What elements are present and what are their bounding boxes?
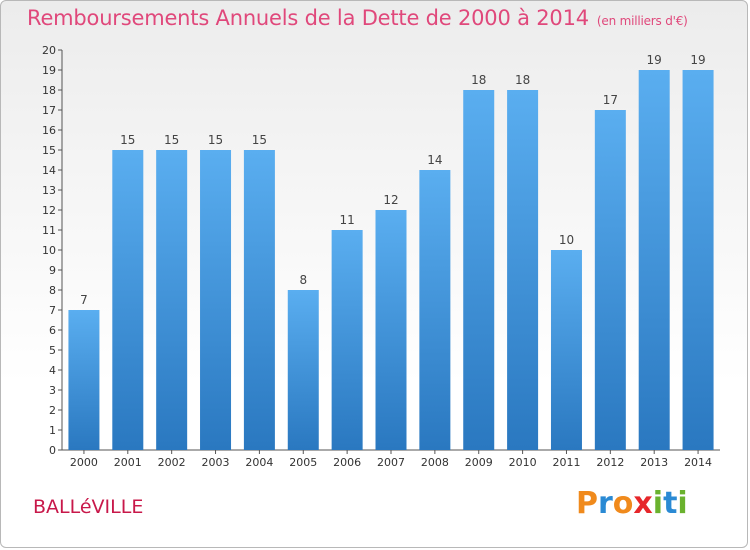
bar-2005 (287, 290, 319, 450)
value-label-2003: 15 (208, 133, 223, 147)
bar-2004 (243, 150, 275, 450)
y-tick-label: 12 (42, 204, 56, 217)
bar-2002 (156, 150, 188, 450)
x-tick-label-2013: 2013 (640, 456, 668, 469)
y-tick-label: 10 (42, 244, 56, 257)
chart-title: Remboursements Annuels de la Dette de 20… (27, 6, 688, 30)
value-label-2001: 15 (120, 133, 135, 147)
chart-bars (68, 70, 714, 450)
bar-2003 (200, 150, 232, 450)
logo-letter: o (612, 486, 634, 521)
value-label-2006: 11 (339, 213, 354, 227)
value-label-2008: 14 (427, 153, 442, 167)
proxiti-logo[interactable]: Proxiti (576, 486, 688, 521)
y-tick-label: 1 (49, 424, 56, 437)
y-tick-label: 20 (42, 44, 56, 57)
value-label-2000: 7 (80, 293, 88, 307)
bar-2008 (419, 170, 451, 450)
x-tick-label-2003: 2003 (202, 456, 230, 469)
x-tick-label-2001: 2001 (114, 456, 142, 469)
value-label-2012: 17 (603, 93, 618, 107)
y-tick-label: 9 (49, 264, 56, 277)
x-tick-label-2000: 2000 (70, 456, 98, 469)
value-label-2007: 12 (383, 193, 398, 207)
y-tick-label: 3 (49, 384, 56, 397)
y-tick-label: 19 (42, 64, 56, 77)
logo-letter: i (677, 486, 688, 521)
y-tick-label: 8 (49, 284, 56, 297)
y-tick-label: 4 (49, 364, 56, 377)
x-tick-label-2014: 2014 (684, 456, 712, 469)
bar-2001 (112, 150, 144, 450)
chart-unit: (en milliers d'€) (596, 14, 688, 28)
logo-letter: i (652, 486, 664, 521)
value-label-2002: 15 (164, 133, 179, 147)
x-tick-label-2008: 2008 (421, 456, 449, 469)
y-tick-label: 5 (49, 344, 56, 357)
y-tick-label: 13 (42, 184, 56, 197)
value-label-2005: 8 (299, 273, 307, 287)
x-tick-label-2009: 2009 (465, 456, 493, 469)
x-tick-label-2002: 2002 (158, 456, 186, 469)
x-tick-label-2004: 2004 (245, 456, 273, 469)
bar-2010 (507, 90, 539, 450)
bar-2006 (331, 230, 363, 450)
logo-letter: r (598, 486, 613, 521)
x-tick-label-2011: 2011 (552, 456, 580, 469)
y-tick-label: 6 (49, 324, 56, 337)
logo-letter: x (633, 486, 653, 521)
value-label-2010: 18 (515, 73, 530, 87)
x-tick-label-2010: 2010 (509, 456, 537, 469)
x-tick-label-2012: 2012 (596, 456, 624, 469)
y-tick-label: 15 (42, 144, 56, 157)
y-tick-label: 2 (49, 404, 56, 417)
x-tick-label-2006: 2006 (333, 456, 361, 469)
y-tick-label: 16 (42, 124, 56, 137)
value-label-2009: 18 (471, 73, 486, 87)
bar-2013 (638, 70, 670, 450)
value-label-2014: 19 (690, 53, 705, 67)
bar-2009 (463, 90, 495, 450)
logo-letter: P (576, 486, 598, 521)
bar-2012 (594, 110, 626, 450)
commune-name: BALLéVILLE (33, 496, 144, 518)
y-tick-label: 7 (49, 304, 56, 317)
chart-value-labels: 7 15 15 15 15 8 11 12 14 18 18 10 17 19 19 (80, 53, 706, 307)
value-label-2004: 15 (252, 133, 267, 147)
y-tick-label: 17 (42, 104, 56, 117)
y-tick-label: 18 (42, 84, 56, 97)
x-tick-label-2007: 2007 (377, 456, 405, 469)
y-tick-label: 11 (42, 224, 56, 237)
bar-2014 (682, 70, 714, 450)
value-label-2013: 19 (647, 53, 662, 67)
x-tick-label-2005: 2005 (289, 456, 317, 469)
chart-title-text: Remboursements Annuels de la Dette de 20… (27, 6, 589, 30)
logo-letter: t (663, 486, 678, 521)
bar-2000 (68, 310, 100, 450)
y-tick-label: 14 (42, 164, 56, 177)
bar-2011 (550, 250, 582, 450)
bar-2007 (375, 210, 407, 450)
value-label-2011: 10 (559, 233, 574, 247)
y-tick-label: 0 (49, 444, 56, 457)
